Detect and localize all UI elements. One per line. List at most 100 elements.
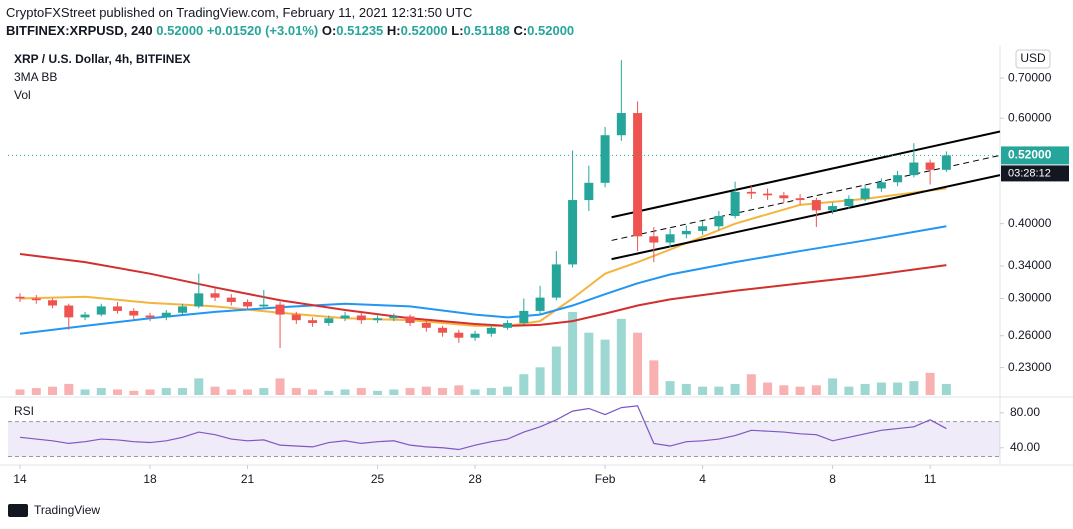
candle-body	[291, 314, 301, 321]
candle-body	[763, 193, 773, 196]
candle-body	[860, 188, 870, 199]
footer-brand: TradingView	[34, 503, 100, 517]
volume-bar	[535, 367, 545, 395]
candle-body	[373, 318, 383, 321]
volume-bar	[113, 389, 123, 395]
volume-bar	[503, 386, 513, 395]
volume-bar	[860, 383, 870, 395]
rsi-tick-label: 40.00	[1010, 440, 1040, 454]
candle-body	[486, 327, 496, 334]
candle-body	[828, 206, 838, 211]
rsi-title: RSI	[14, 404, 34, 418]
rsi-tick-label: 80.00	[1010, 405, 1040, 419]
volume-bar	[405, 388, 415, 395]
volume-bar	[421, 386, 431, 395]
volume-bar	[584, 332, 594, 395]
x-tick-label: 8	[829, 472, 836, 486]
rsi-line	[19, 405, 947, 451]
candle-body	[275, 304, 285, 315]
volume-bar	[730, 383, 740, 395]
y-tick-label: 0.34000	[1008, 258, 1052, 272]
volume-bar	[145, 389, 155, 395]
x-tick-label: 25	[371, 472, 385, 486]
candle-body	[681, 230, 691, 235]
y-tick-label: 0.26000	[1008, 328, 1052, 342]
volume-bar	[893, 382, 903, 395]
candle-body	[243, 301, 253, 307]
volume-bar	[763, 382, 773, 395]
candle-body	[779, 195, 789, 199]
symbol-line: BITFINEX:XRPUSD, 240 0.52000 +0.01520 (+…	[6, 23, 574, 38]
last-price-label: 0.52000	[1008, 148, 1052, 162]
candle-body	[941, 155, 951, 170]
channel-line	[611, 154, 1001, 241]
candle-body	[145, 315, 155, 318]
ohlc-value: 0.52000	[400, 23, 448, 38]
ohlc: O:0.51235 H:0.52000 L:0.51188 C:0.52000	[322, 23, 574, 38]
volume-bar	[698, 386, 708, 395]
ohlc-value: 0.51188	[463, 23, 510, 38]
candle-body	[503, 323, 513, 328]
candle-body	[161, 312, 171, 318]
candle-body	[438, 327, 448, 333]
ohlc-label: C:	[513, 23, 528, 38]
y-tick-label: 0.40000	[1008, 216, 1052, 230]
volume-bar	[275, 378, 285, 395]
volume-bar	[226, 389, 236, 395]
volume-bar	[291, 388, 301, 395]
volume-bar	[64, 383, 74, 395]
volume-bar	[568, 311, 578, 395]
candle-body	[340, 315, 350, 319]
volume-bar	[80, 389, 90, 395]
candle-body	[259, 304, 269, 307]
moving-average	[19, 252, 947, 327]
volume-bar	[876, 382, 886, 395]
volume-bar	[941, 383, 951, 395]
candle-body	[665, 234, 675, 243]
x-tick-label: 18	[143, 472, 157, 486]
countdown: 03:28:12	[1008, 167, 1051, 179]
ohlc-label: O:	[321, 23, 337, 38]
volume-bar	[308, 389, 318, 395]
x-tick-label: 11	[924, 472, 937, 486]
volume-bar	[470, 389, 480, 395]
volume-bar	[811, 385, 821, 395]
candle-body	[129, 310, 139, 316]
indicator: 3MA BB	[14, 70, 57, 84]
ohlc-label: L:	[451, 23, 464, 38]
volume-bar	[259, 388, 269, 395]
candle-body	[844, 198, 854, 207]
moving-average	[19, 225, 947, 335]
candle-body	[568, 200, 578, 265]
candle-body	[746, 191, 756, 194]
x-tick-label: 28	[468, 472, 482, 486]
footer-logo	[8, 504, 28, 517]
volume-bar	[665, 381, 675, 395]
candle-body	[519, 310, 529, 324]
candle-body	[80, 314, 90, 318]
volume-bar	[48, 386, 58, 395]
volume-bar	[844, 386, 854, 395]
volume-bar	[96, 388, 106, 395]
volume-bar	[129, 390, 139, 395]
volume-bar	[210, 386, 220, 395]
candle-body	[925, 162, 935, 170]
ohlc-value: 0.51235	[336, 23, 384, 38]
candle-body	[31, 298, 41, 301]
volume-bar	[454, 385, 464, 395]
volume-bar	[178, 388, 188, 395]
volume-bar	[194, 378, 204, 395]
volume-bar	[161, 388, 171, 395]
symbol: BITFINEX:XRPUSD, 240	[6, 23, 153, 38]
candle-body	[633, 113, 643, 237]
y-tick-label: 0.60000	[1008, 110, 1052, 124]
candle-body	[178, 306, 188, 313]
volume-bar	[600, 339, 610, 395]
y-tick-label: 0.30000	[1008, 291, 1052, 305]
candle-body	[15, 296, 25, 299]
volume-bar	[486, 388, 496, 395]
candle-body	[113, 306, 123, 311]
y-tick-label: 0.23000	[1008, 360, 1052, 374]
publisher: CryptoFXStreet published on TradingView.…	[6, 5, 473, 20]
